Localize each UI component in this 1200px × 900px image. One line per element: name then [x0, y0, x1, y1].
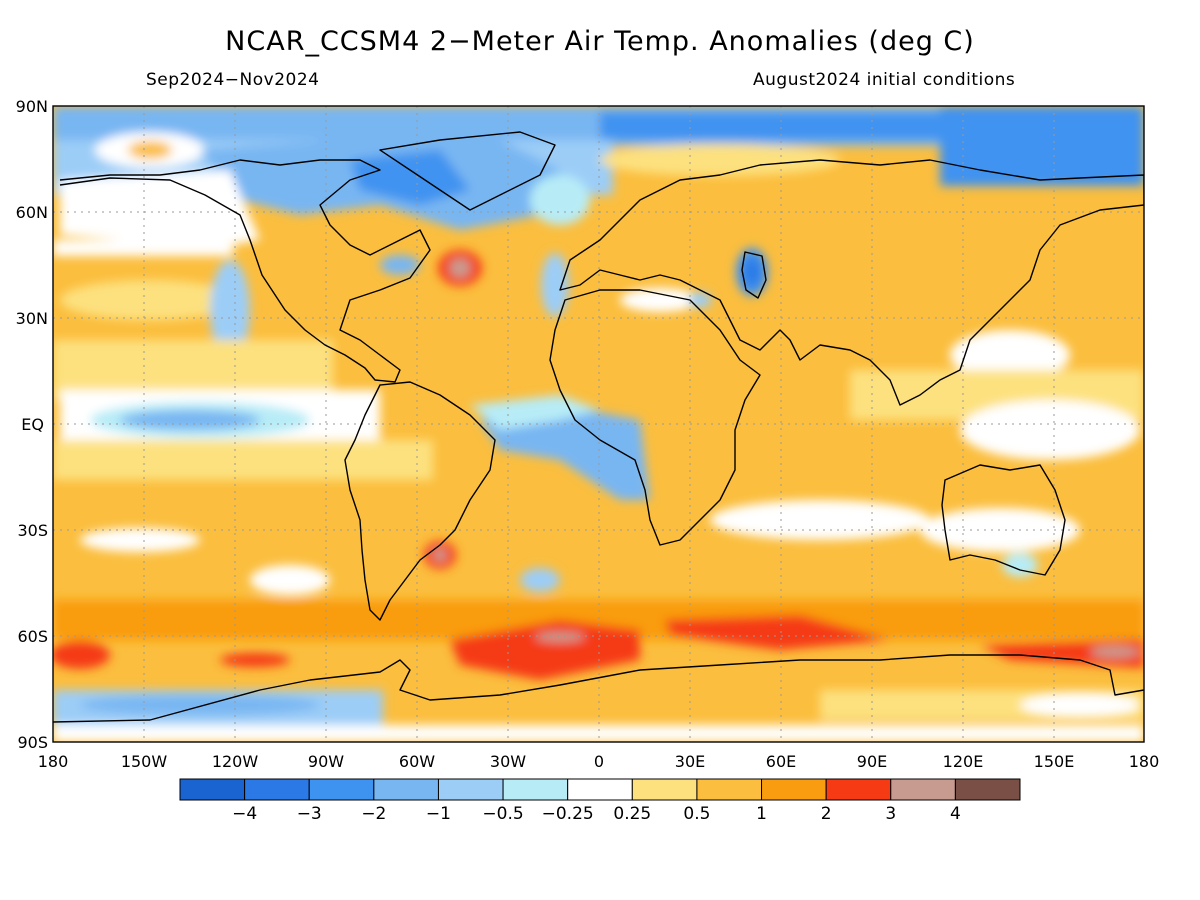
colorbar-label: 1 [756, 804, 767, 824]
lat-label-90s: 90S [17, 733, 48, 752]
lon-label-150w: 150W [121, 752, 168, 771]
lon-label-30e: 30E [675, 752, 705, 771]
colorbar: −4 −3 −2 −1 −0.5 −0.25 0.25 0.5 1 2 3 4 [179, 778, 1021, 824]
south-america-coast [344, 381, 496, 621]
colorbar-swatch [631, 778, 698, 801]
colorbar-label: −0.5 [482, 804, 523, 824]
colorbar-label: −2 [361, 804, 386, 824]
africa-coast [549, 289, 761, 546]
lon-label-120w: 120W [212, 752, 259, 771]
lon-label-30w: 30W [490, 752, 526, 771]
lon-label-0: 0 [594, 752, 604, 771]
colorbar-swatch [437, 778, 504, 801]
lon-label-150e: 150E [1034, 752, 1075, 771]
lat-label-30s: 30S [17, 521, 48, 540]
coastlines [53, 131, 1144, 723]
lat-label-30n: 30N [16, 309, 48, 328]
caspian-sea [741, 251, 767, 299]
latitude-labels: 90N 60N 30N EQ 30S 60S 90S [16, 97, 48, 752]
colorbar-label: −0.25 [542, 804, 594, 824]
colorbar-swatch [567, 778, 633, 801]
colorbar-swatch [373, 778, 439, 801]
colorbar-label: 4 [950, 804, 961, 824]
lat-label-60s: 60S [17, 627, 48, 646]
colorbar-label: −1 [426, 804, 451, 824]
colorbar-swatch [179, 778, 246, 801]
colorbar-label: 0.5 [683, 804, 710, 824]
eurasia-coast [559, 159, 1144, 406]
colorbar-swatch [761, 778, 827, 801]
colorbar-label: −4 [232, 804, 257, 824]
colorbar-swatch [890, 778, 956, 801]
forecast-period: Sep2024−Nov2024 [146, 70, 320, 90]
longitude-labels: 180 150W 120W 90W 60W 30W 0 30E 60E 90E … [38, 752, 1160, 771]
colorbar-swatch [954, 778, 1021, 801]
greenland-coast [379, 131, 556, 211]
graticule [53, 106, 1144, 742]
colorbar-label: 2 [821, 804, 832, 824]
map-frame [52, 105, 1145, 743]
initial-conditions-label: August2024 initial conditions [753, 70, 1016, 90]
lon-label-90e: 90E [857, 752, 887, 771]
antarctica-coast [53, 654, 1144, 723]
colorbar-swatch [696, 778, 763, 801]
map-title: NCAR_CCSM4 2−Meter Air Temp. Anomalies (… [225, 26, 975, 57]
colorbar-label: 0.25 [613, 804, 651, 824]
australia-coast [941, 464, 1066, 576]
colorbar-swatch [825, 778, 892, 801]
lon-label-60w: 60W [399, 752, 435, 771]
lon-label-120e: 120E [943, 752, 984, 771]
colorbar-label: 3 [885, 804, 896, 824]
lat-label-eq: EQ [21, 415, 44, 434]
lat-label-60n: 60N [16, 203, 48, 222]
lon-label-60e: 60E [766, 752, 796, 771]
north-america-coast [59, 159, 431, 383]
colorbar-swatch [244, 778, 310, 801]
colorbar-label: −3 [297, 804, 322, 824]
lat-label-90n: 90N [16, 97, 48, 116]
lon-label-180e: 180 [1129, 752, 1160, 771]
lon-label-180w: 180 [38, 752, 69, 771]
colorbar-swatch [502, 778, 569, 801]
lon-label-90w: 90W [308, 752, 344, 771]
colorbar-swatch [308, 778, 375, 801]
